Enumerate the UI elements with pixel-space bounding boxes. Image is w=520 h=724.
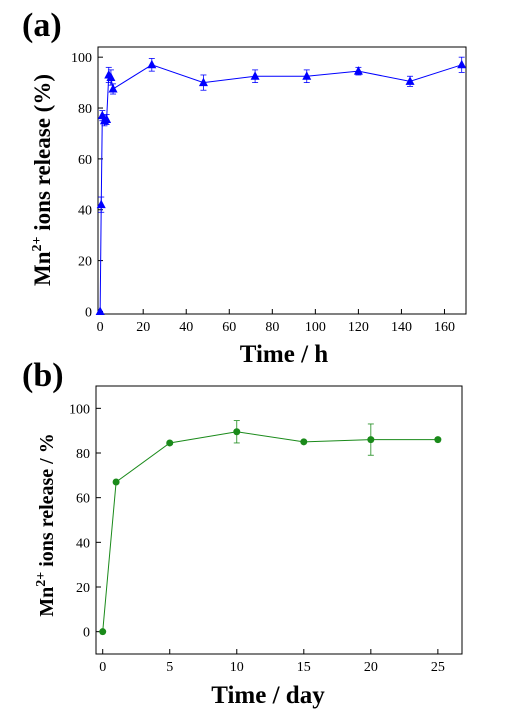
data-point	[233, 428, 241, 436]
data-point	[166, 439, 174, 447]
x-tick-label: 80	[265, 320, 279, 335]
x-tick-label: 0	[99, 660, 106, 675]
y-tick-label: 20	[78, 255, 92, 270]
data-point	[96, 199, 106, 209]
y-tick-label: 60	[78, 153, 92, 168]
y-tick-label: 40	[76, 536, 90, 551]
data-point	[434, 436, 442, 444]
x-tick-label: 160	[434, 320, 455, 335]
data-point	[405, 76, 415, 85]
data-point	[108, 83, 118, 93]
data-point	[95, 306, 105, 315]
y-tick-label: 100	[71, 51, 92, 66]
y-tick-label: 0	[85, 305, 92, 320]
data-point	[102, 114, 112, 123]
panel-b-x-axis-title: Time / day	[211, 682, 325, 709]
y-tick-label: 80	[78, 102, 92, 117]
data-point	[353, 66, 363, 75]
x-tick-label: 0	[97, 320, 104, 335]
data-point	[302, 71, 312, 80]
panel-b-y-axis-title: Mn2+ ions release / %	[34, 433, 58, 617]
panel-a-y-axis-title: Mn2+ ions release (%)	[30, 74, 55, 286]
y-tick-label: 20	[76, 581, 90, 596]
data-point	[250, 71, 260, 80]
panel-a-x-axis-title: Time / h	[240, 341, 329, 368]
data-point	[99, 628, 107, 636]
panel-b-plot-frame	[95, 385, 463, 655]
data-point	[367, 436, 375, 444]
x-tick-label: 120	[348, 320, 369, 335]
y-tick-label: 0	[83, 626, 90, 641]
x-tick-label: 15	[297, 660, 311, 675]
series-line	[99, 64, 462, 312]
x-tick-label: 140	[391, 320, 412, 335]
x-tick-label: 40	[179, 320, 193, 335]
panel-a: (a) 0 20 40 60 80 100 120 140 160 0 20 40 60 80 100 Mn…	[22, 7, 467, 368]
data-point	[147, 59, 157, 69]
panel-b: (b) 0 5 10 15 20 25 0 20 40 60 80 100 Mn2+ ions rel…	[22, 357, 463, 709]
data-point	[457, 59, 467, 69]
y-tick-label: 80	[76, 447, 90, 462]
x-tick-label: 100	[305, 320, 326, 335]
panel-b-label: (b)	[22, 357, 64, 394]
x-tick-label: 5	[166, 660, 173, 675]
data-point	[198, 77, 208, 87]
x-tick-label: 10	[230, 660, 244, 675]
panel-a-label: (a)	[22, 7, 62, 44]
y-tick-label: 100	[69, 402, 90, 417]
data-point	[300, 438, 308, 446]
y-tick-label: 60	[76, 492, 90, 507]
panel-a-plot-frame	[97, 46, 467, 315]
x-tick-label: 20	[136, 320, 150, 335]
data-point	[106, 72, 116, 82]
data-point	[112, 478, 120, 486]
x-tick-label: 20	[364, 660, 378, 675]
y-tick-label: 40	[78, 204, 92, 219]
x-tick-label: 25	[431, 660, 445, 675]
x-tick-label: 60	[222, 320, 236, 335]
series-line	[102, 431, 438, 632]
